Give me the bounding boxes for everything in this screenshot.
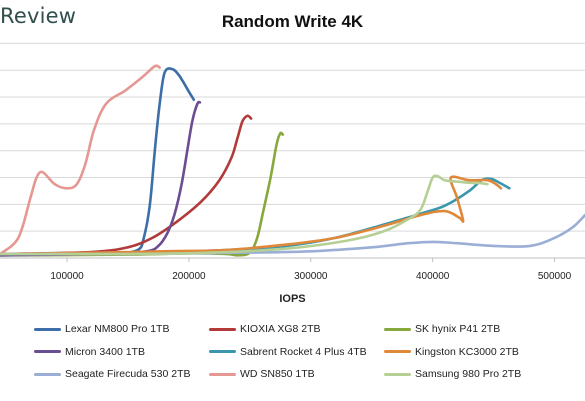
x-tick-label: 400000 <box>416 271 450 282</box>
legend-swatch <box>209 327 236 331</box>
legend-label: WD SN850 1TB <box>240 368 315 381</box>
legend-item: Micron 3400 1TB <box>34 346 209 358</box>
series-line <box>0 100 202 257</box>
legend-item: Lexar NM800 Pro 1TB <box>34 323 209 335</box>
chart-legend: Lexar NM800 Pro 1TB KIOXIA XG8 2TB SK hyni… <box>34 318 584 398</box>
legend-item: Kingston KC3000 2TB <box>384 346 559 358</box>
legend-swatch <box>34 327 61 331</box>
legend-label: Micron 3400 1TB <box>65 345 145 358</box>
x-tick-label: 200000 <box>172 271 206 282</box>
x-tick-label: 300000 <box>294 271 328 282</box>
series-line <box>0 175 503 256</box>
x-axis-label: IOPS <box>279 293 305 305</box>
chart-plot: 100000 200000 300000 400000 500000 IOPS <box>0 42 585 305</box>
series-line <box>0 114 253 256</box>
legend-swatch <box>209 350 236 354</box>
legend-label: Lexar NM800 Pro 1TB <box>65 323 170 336</box>
legend-item: WD SN850 1TB <box>209 368 384 380</box>
x-axis: 100000 200000 300000 400000 500000 <box>0 257 585 282</box>
chart-title: Random Write 4K <box>221 12 364 31</box>
series-lines <box>0 64 585 257</box>
legend-label: SK hynix P41 2TB <box>415 323 501 336</box>
series-line <box>0 174 489 256</box>
legend-item: KIOXIA XG8 2TB <box>209 323 384 335</box>
legend-swatch <box>384 327 411 331</box>
legend-swatch <box>34 350 61 354</box>
legend-swatch <box>384 372 411 376</box>
legend-label: Sabrent Rocket 4 Plus 4TB <box>240 345 367 358</box>
legend-swatch <box>384 350 411 354</box>
legend-label: KIOXIA XG8 2TB <box>240 323 321 336</box>
legend-swatch <box>34 372 61 376</box>
legend-label: Kingston KC3000 2TB <box>415 345 519 358</box>
brand-logo-text: Review <box>0 4 77 28</box>
legend-item: Samsung 980 Pro 2TB <box>384 368 559 380</box>
legend-label: Samsung 980 Pro 2TB <box>415 368 522 381</box>
x-tick-label: 500000 <box>538 271 572 282</box>
legend-item: Seagate Firecuda 530 2TB <box>34 368 209 380</box>
series-line <box>0 67 196 257</box>
legend-label: Seagate Firecuda 530 2TB <box>65 368 191 381</box>
legend-item: Sabrent Rocket 4 Plus 4TB <box>209 346 384 358</box>
x-tick-label: 100000 <box>50 271 84 282</box>
legend-item: SK hynix P41 2TB <box>384 323 559 335</box>
legend-swatch <box>209 372 236 376</box>
series-line <box>0 64 161 256</box>
